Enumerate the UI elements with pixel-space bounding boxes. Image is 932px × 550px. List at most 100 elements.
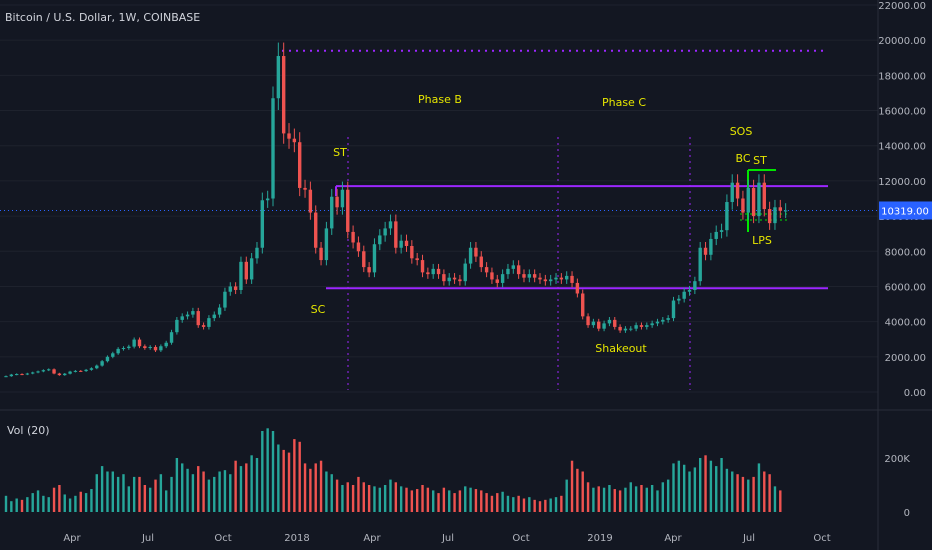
volume-bar xyxy=(271,431,275,512)
candle-body xyxy=(543,279,548,282)
candle-body xyxy=(159,346,163,351)
volume-bar xyxy=(106,471,109,512)
candle-body xyxy=(362,251,366,268)
time-tick-label: 2018 xyxy=(284,533,309,544)
candle-body xyxy=(57,373,62,376)
volume-bar xyxy=(245,463,248,512)
candle-body xyxy=(581,293,585,317)
annotation-label: ST xyxy=(333,146,347,159)
volume-bar xyxy=(747,479,750,512)
candle-body xyxy=(111,353,115,357)
volume-bar xyxy=(576,468,579,512)
volume-bar xyxy=(373,486,376,512)
volume-bar xyxy=(42,495,45,512)
candle-body xyxy=(47,369,51,371)
candle-body xyxy=(404,240,409,246)
candle-body xyxy=(511,265,515,269)
time-tick-label: Jul xyxy=(141,533,154,544)
volume-bar xyxy=(207,479,211,512)
candle-body xyxy=(255,247,259,259)
volume-bar xyxy=(608,485,611,512)
candle-body xyxy=(655,321,660,324)
volume-bar xyxy=(629,482,632,512)
volume-bar xyxy=(565,479,568,512)
candle-body xyxy=(84,369,88,372)
volume-bar xyxy=(731,471,734,512)
time-tick-label: Jul xyxy=(441,533,454,544)
candle-body xyxy=(79,370,83,372)
candle-body xyxy=(687,289,692,292)
candle-body xyxy=(308,189,313,213)
volume-bar xyxy=(464,486,467,512)
candle-body xyxy=(239,261,243,290)
candle-body xyxy=(116,348,120,354)
volume-bar xyxy=(266,428,269,512)
candle-body xyxy=(100,361,104,366)
candle-body xyxy=(565,275,569,280)
volume-bar xyxy=(773,486,777,512)
candle-body xyxy=(303,187,307,190)
volume-bar xyxy=(170,476,173,512)
candle-body xyxy=(68,371,72,374)
candle-body xyxy=(666,318,670,320)
volume-bar xyxy=(15,498,18,512)
candle-body xyxy=(431,268,435,275)
candle-body xyxy=(538,277,542,280)
volume-bar xyxy=(341,485,344,512)
price-tick-label: 18000.00 xyxy=(878,71,926,82)
price-tick-label: 4000.00 xyxy=(885,318,926,329)
volume-bar xyxy=(496,493,499,512)
volume-bar xyxy=(645,487,648,512)
candle-body xyxy=(388,221,393,229)
candle-body xyxy=(597,321,601,329)
candle-body xyxy=(495,279,499,283)
candle-body xyxy=(693,281,697,290)
volume-bar xyxy=(736,474,739,512)
candle-body xyxy=(132,339,136,347)
volume-bar xyxy=(346,482,349,512)
annotation-label: Phase B xyxy=(418,93,462,106)
candle-body xyxy=(143,346,147,349)
volume-bar xyxy=(415,489,419,512)
candle-body xyxy=(613,319,617,327)
volume-bar xyxy=(143,485,147,512)
candle-body xyxy=(335,196,339,208)
candle-body xyxy=(677,298,681,301)
volume-bar xyxy=(394,482,398,512)
volume-bar xyxy=(250,455,253,512)
candle-body xyxy=(778,207,782,211)
volume-bar xyxy=(640,485,643,512)
volume-bar xyxy=(570,460,574,512)
volume-bar xyxy=(677,460,681,512)
candle-body xyxy=(607,319,612,324)
candle-body xyxy=(4,376,8,378)
candle-body xyxy=(25,373,30,375)
volume-bar xyxy=(586,482,590,512)
volume-bar xyxy=(52,487,56,512)
price-tick-label: 12000.00 xyxy=(878,177,926,188)
volume-bar xyxy=(666,479,670,512)
candle-body xyxy=(36,371,40,373)
volume-bar xyxy=(656,490,659,512)
volume-bar xyxy=(383,485,387,512)
time-tick-label: 2019 xyxy=(587,533,612,544)
candle-body xyxy=(741,198,745,213)
candle-body xyxy=(447,277,451,282)
volume-bar xyxy=(592,487,595,512)
volume-bar xyxy=(79,491,82,512)
volume-bar xyxy=(229,474,232,512)
volume-bar xyxy=(255,458,259,512)
volume-bar xyxy=(378,487,381,512)
candle-body xyxy=(468,247,473,264)
volume-bar xyxy=(512,497,515,512)
candle-body xyxy=(650,323,654,326)
candle-body xyxy=(52,369,56,374)
annotation-label: Shakeout xyxy=(595,342,647,355)
volume-bar xyxy=(399,486,403,512)
annotation-label: SOS xyxy=(730,125,753,138)
candle-body xyxy=(265,198,270,201)
price-tick-label: 8000.00 xyxy=(885,247,926,258)
volume-bar xyxy=(197,466,200,512)
